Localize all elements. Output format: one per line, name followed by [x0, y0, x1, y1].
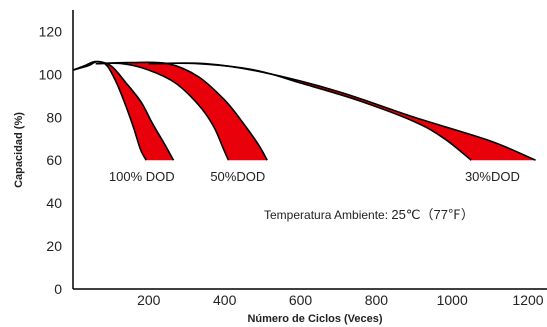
- y-tick-label: 80: [46, 109, 62, 125]
- y-tick-label: 0: [54, 281, 62, 297]
- band-3: [148, 62, 536, 161]
- y-tick-label: 60: [46, 152, 62, 168]
- x-tick-label: 600: [289, 292, 313, 308]
- band-lower-curve: [72, 60, 147, 161]
- x-tick-label: 800: [365, 292, 389, 308]
- y-axis-title: Capacidad (%): [13, 112, 25, 188]
- band-label: 30%DOD: [465, 169, 520, 184]
- axes: [72, 10, 547, 290]
- band-upper-curve: [95, 61, 268, 161]
- y-ticks: 0 20 40 60 80 100 120: [39, 24, 63, 298]
- temperature-note-value: 25℃（77℉）: [391, 207, 474, 222]
- band-lower-curve: [148, 62, 472, 161]
- temperature-note-prefix: Temperatura Ambiente:: [264, 208, 391, 222]
- temperature-note: Temperatura Ambiente: 25℃（77℉）: [264, 207, 474, 222]
- dod-bands: [72, 60, 536, 161]
- band-1: [72, 60, 175, 161]
- x-tick-label: 1200: [512, 292, 543, 308]
- band-fill: [148, 63, 536, 161]
- y-tick-label: 100: [39, 66, 63, 82]
- band-label: 50%DOD: [210, 169, 265, 184]
- band-fill: [95, 62, 268, 161]
- x-axis-title: Número de Ciclos (Veces): [247, 313, 382, 325]
- band-upper-curve: [72, 60, 175, 161]
- band-labels: 100% DOD 50%DOD 30%DOD: [109, 169, 520, 184]
- band-2: [95, 61, 268, 161]
- x-tick-label: 200: [137, 292, 161, 308]
- y-tick-label: 120: [39, 24, 63, 40]
- band-label: 100% DOD: [109, 169, 175, 184]
- band-lower-curve: [95, 62, 230, 161]
- y-tick-label: 20: [46, 238, 62, 254]
- x-tick-label: 400: [213, 292, 237, 308]
- y-tick-label: 40: [46, 195, 62, 211]
- x-ticks: 200 400 600 800 1000 1200: [137, 292, 544, 308]
- x-tick-label: 1000: [437, 292, 468, 308]
- band-fill: [73, 61, 174, 161]
